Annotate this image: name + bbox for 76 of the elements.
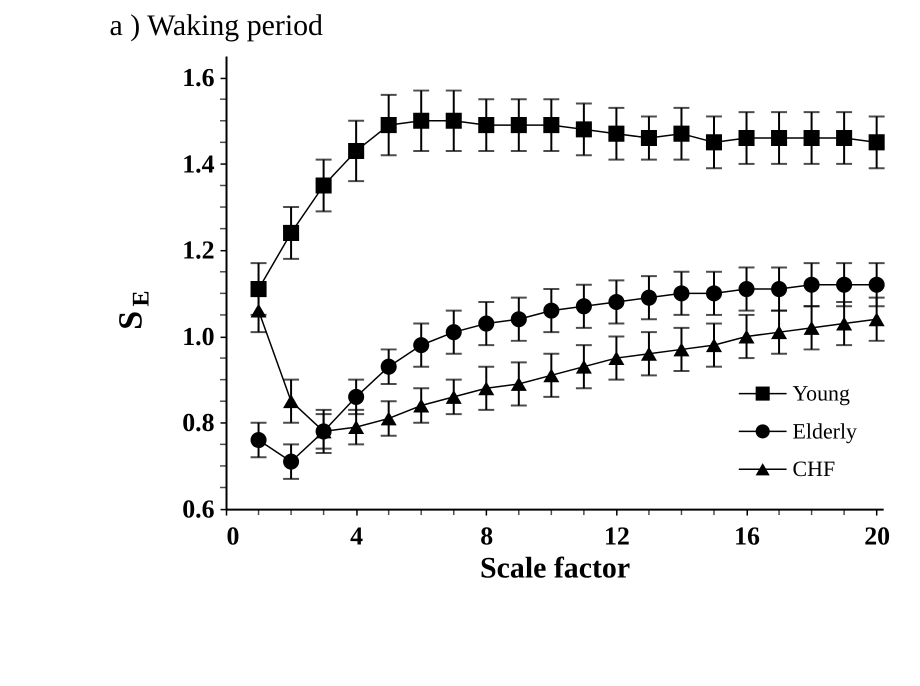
point [283, 224, 300, 241]
x-tick-label: 0 [226, 521, 240, 550]
point [413, 398, 430, 412]
point [771, 130, 788, 146]
point [640, 346, 657, 361]
legend-label: Young [792, 380, 850, 406]
point [673, 285, 690, 302]
point [804, 130, 820, 146]
point [446, 390, 462, 404]
point [478, 117, 494, 134]
point [804, 276, 820, 293]
point [543, 368, 560, 382]
legend-label: CHF [792, 456, 836, 482]
point [738, 281, 755, 298]
point [608, 351, 624, 366]
point [510, 311, 527, 328]
point [706, 285, 722, 302]
point [608, 294, 624, 310]
point [510, 377, 527, 391]
y-axis-title: SE [112, 290, 154, 330]
y-tick-label: 1.4 [182, 149, 215, 178]
point [576, 298, 592, 314]
x-tick-label: 8 [480, 521, 494, 550]
point [380, 412, 397, 426]
point [706, 134, 722, 150]
x-tick-label: 4 [350, 521, 364, 550]
point [836, 316, 852, 331]
x-axis-title: Scale factor [480, 551, 630, 584]
x-tick-label: 20 [864, 521, 890, 550]
point [771, 281, 788, 298]
point [316, 177, 332, 194]
point [543, 117, 560, 134]
point [673, 342, 690, 356]
point [413, 337, 430, 354]
y-tick-label: 0.8 [182, 408, 215, 438]
point [771, 325, 788, 340]
point [673, 126, 690, 142]
y-tick-label: 1.6 [182, 63, 215, 92]
point [250, 281, 267, 298]
point [576, 121, 592, 138]
point [348, 142, 364, 159]
point [868, 134, 885, 150]
point [446, 112, 462, 129]
point [576, 360, 592, 374]
point [478, 316, 494, 332]
point [250, 304, 267, 318]
point [543, 302, 560, 319]
point [640, 290, 657, 306]
point [283, 394, 300, 408]
point [348, 388, 364, 405]
point [836, 130, 852, 146]
point [804, 320, 820, 335]
point [836, 276, 852, 293]
y-tick-label: 1.2 [182, 236, 215, 265]
point [868, 276, 885, 293]
point [380, 358, 397, 375]
x-tick-label: 16 [734, 521, 760, 550]
point [380, 117, 397, 134]
point [510, 117, 527, 134]
point [250, 432, 267, 448]
point [706, 338, 722, 352]
point [413, 112, 430, 129]
y-tick-label: 1.0 [182, 322, 215, 351]
point [738, 130, 755, 146]
point [478, 381, 494, 396]
chart-title: a ) Waking period [110, 9, 324, 42]
point [348, 420, 364, 434]
point [446, 324, 462, 340]
point [868, 312, 885, 326]
point [738, 330, 755, 344]
x-tick-label: 12 [604, 521, 630, 550]
point [608, 126, 624, 142]
point [640, 130, 657, 146]
point [283, 454, 300, 470]
legend-label: Elderly [792, 418, 858, 444]
y-tick-label: 0.6 [182, 494, 215, 524]
